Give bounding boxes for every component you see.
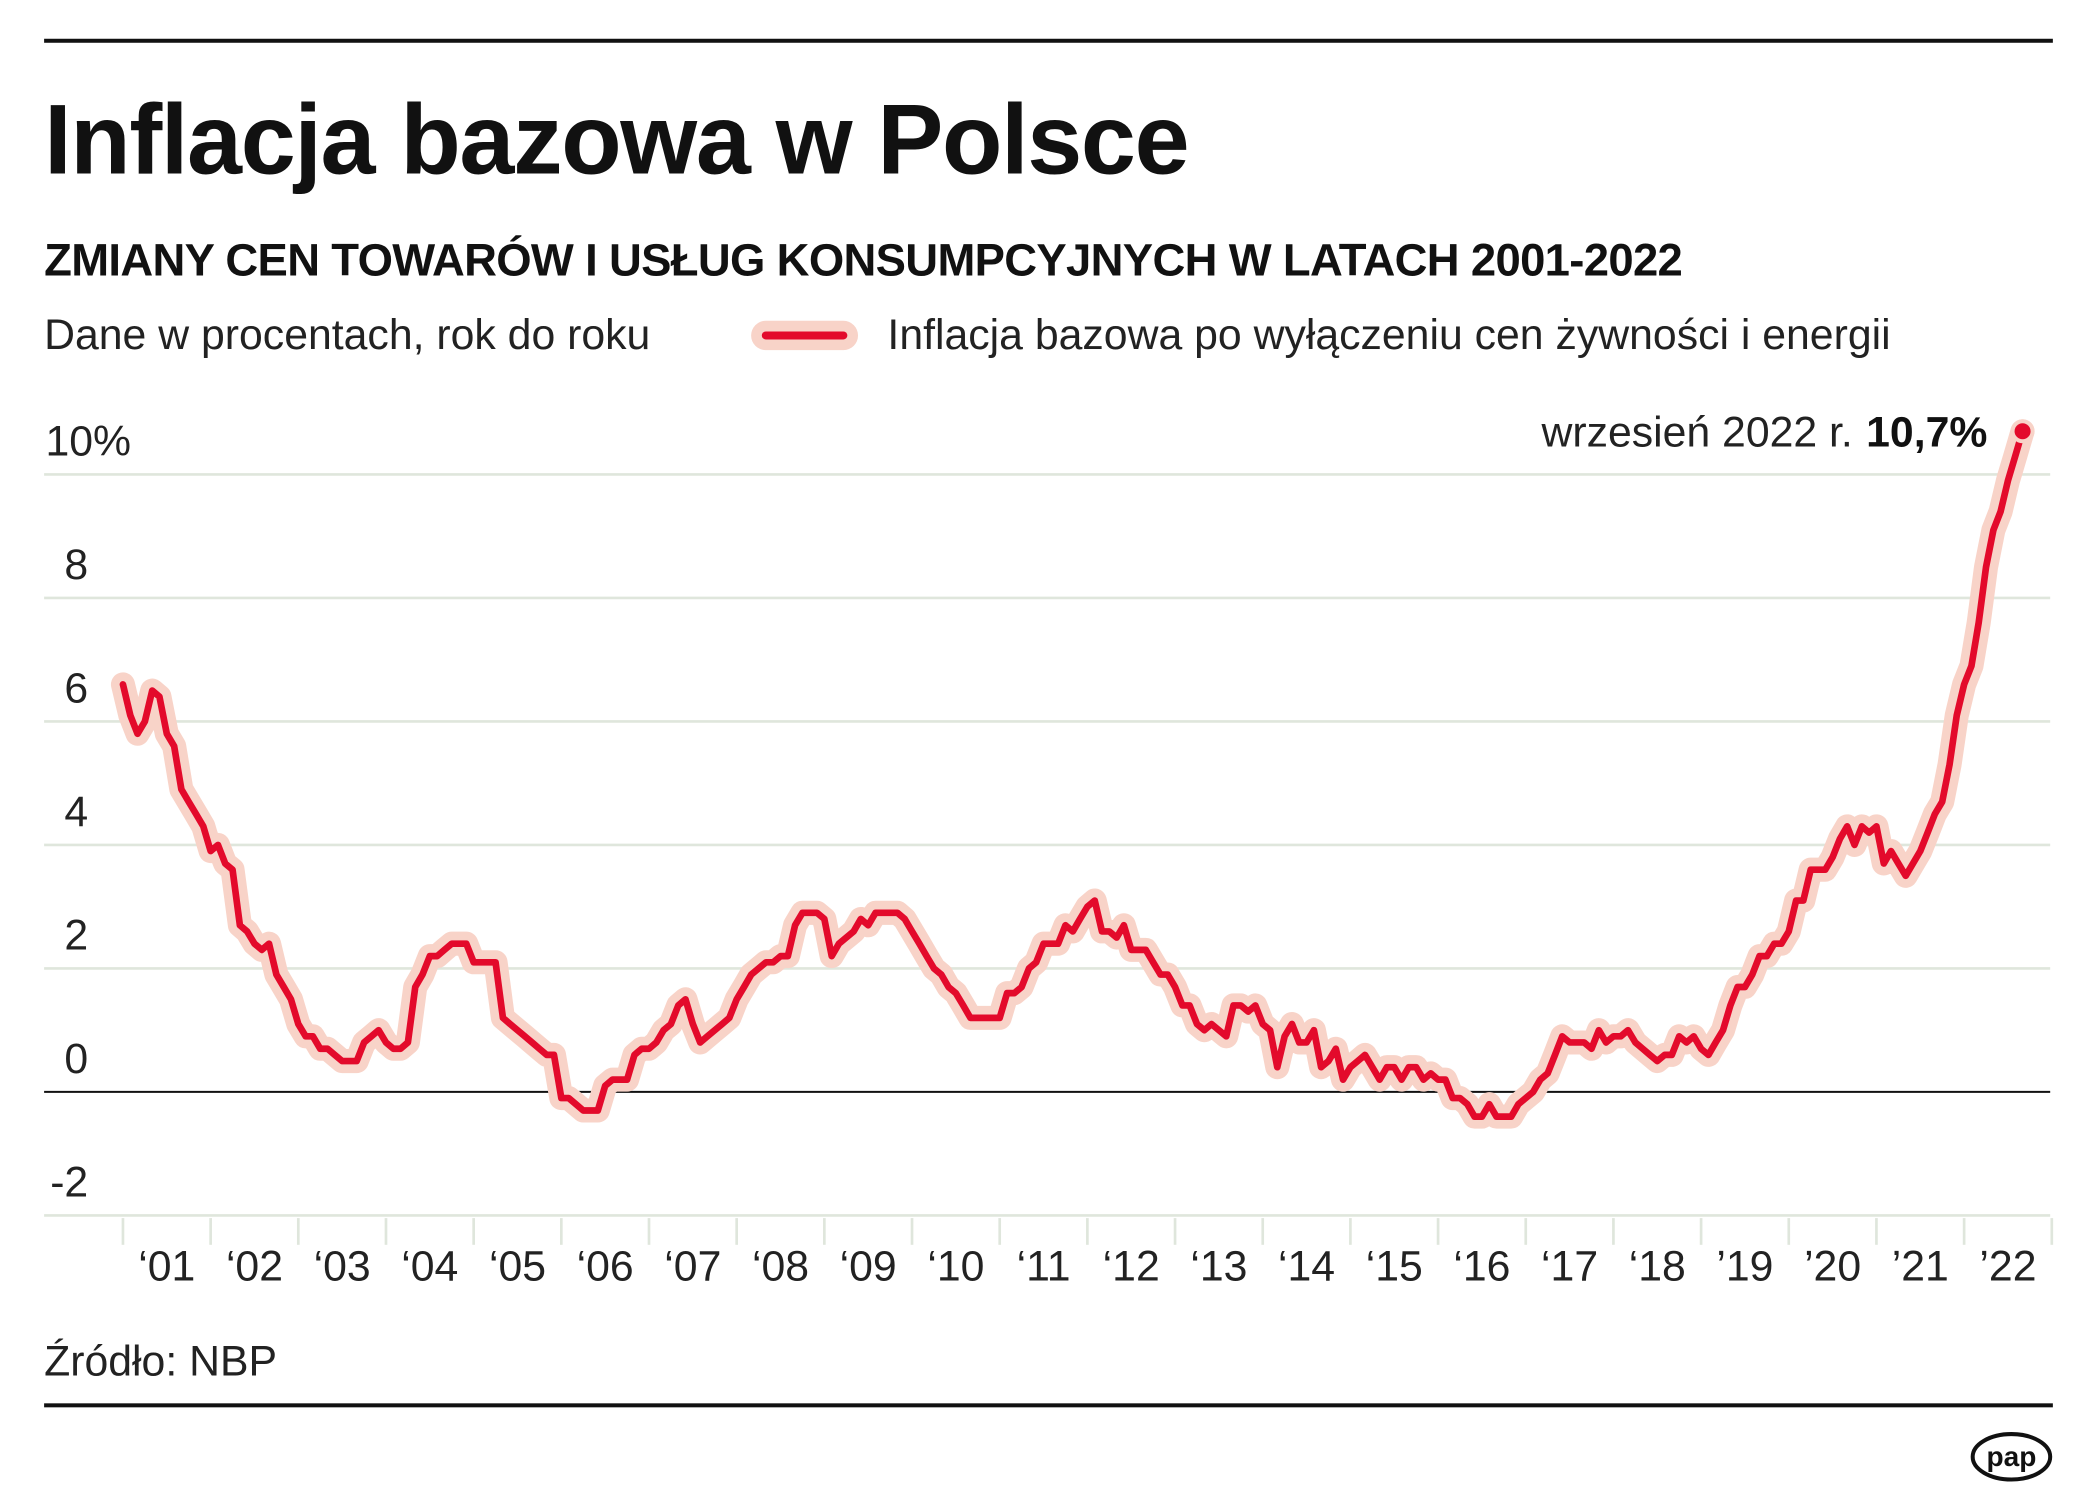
- x-tick-label: ‘05: [489, 1242, 546, 1290]
- chart-title: Inflacja bazowa w Polsce: [44, 84, 1190, 196]
- y-tick-label: 0: [64, 1035, 88, 1083]
- pap-logo: pap: [1970, 1432, 2053, 1482]
- x-tick-label: ‘12: [1103, 1242, 1160, 1290]
- x-tick-label: ’20: [1804, 1242, 1861, 1290]
- annotation-label: wrzesień 2022 r.: [1540, 408, 1852, 456]
- chart-subtitle: ZMIANY CEN TOWARÓW I USŁUG KONSUMPCYJNYC…: [44, 235, 1683, 287]
- x-tick-label: ‘06: [577, 1242, 634, 1290]
- x-tick-label: ‘08: [752, 1242, 809, 1290]
- x-tick-label: ‘18: [1629, 1242, 1686, 1290]
- x-tick-label: ‘17: [1541, 1242, 1598, 1290]
- x-tick-label: ‘15: [1366, 1242, 1423, 1290]
- line-chart: -2 0 2 4 6 8 10% ‘01 ‘02 ‘03 ‘04 ‘05 ‘06 ‘07 ‘08 ‘09 ‘1…: [44, 408, 2054, 1290]
- legend: Inflacja bazowa po wyłączeniu cen żywnoś…: [751, 310, 1891, 359]
- x-tick-label: ’22: [1979, 1242, 2036, 1290]
- y-tick-label: 2: [64, 912, 88, 960]
- y-tick-label: 4: [64, 788, 88, 836]
- x-tick-label: ’21: [1892, 1242, 1949, 1290]
- x-tick-label: ‘13: [1190, 1242, 1247, 1290]
- y-tick-label: -2: [50, 1159, 88, 1207]
- x-tick-label: ‘14: [1278, 1242, 1335, 1290]
- y-tick-label: 8: [64, 541, 88, 589]
- bottom-rule: [44, 1403, 2053, 1408]
- x-tick-label: ‘07: [664, 1242, 721, 1290]
- annotation-value: 10,7%: [1866, 408, 1987, 456]
- x-tick-label: ‘03: [314, 1242, 371, 1290]
- series-glow: [110, 419, 2035, 1129]
- series-line: [119, 427, 2026, 1120]
- units-note: Dane w procentach, rok do roku: [44, 310, 651, 359]
- x-tick-label: ‘16: [1453, 1242, 1510, 1290]
- legend-label: Inflacja bazowa po wyłączeniu cen żywnoś…: [887, 310, 1891, 359]
- top-rule: [44, 38, 2053, 43]
- x-tick-label: ‘04: [401, 1242, 458, 1290]
- x-tick-label: ‘02: [226, 1242, 283, 1290]
- source: Źródło: NBP: [44, 1336, 278, 1385]
- x-tick-label: ‘10: [927, 1242, 984, 1290]
- svg-text:pap: pap: [1986, 1441, 2036, 1472]
- x-tick-label: ‘09: [840, 1242, 897, 1290]
- x-tick-label: ‘11: [1017, 1242, 1071, 1290]
- annotation: wrzesień 2022 r. 10,7%: [1540, 408, 1987, 456]
- x-tick-label: ‘01: [138, 1242, 195, 1290]
- legend-line-icon: [751, 320, 859, 350]
- x-tick-label: ’19: [1716, 1242, 1773, 1290]
- y-tick-label: 6: [64, 665, 88, 713]
- y-tick-label: 10%: [45, 418, 131, 466]
- endpoint-marker: [2014, 423, 2031, 440]
